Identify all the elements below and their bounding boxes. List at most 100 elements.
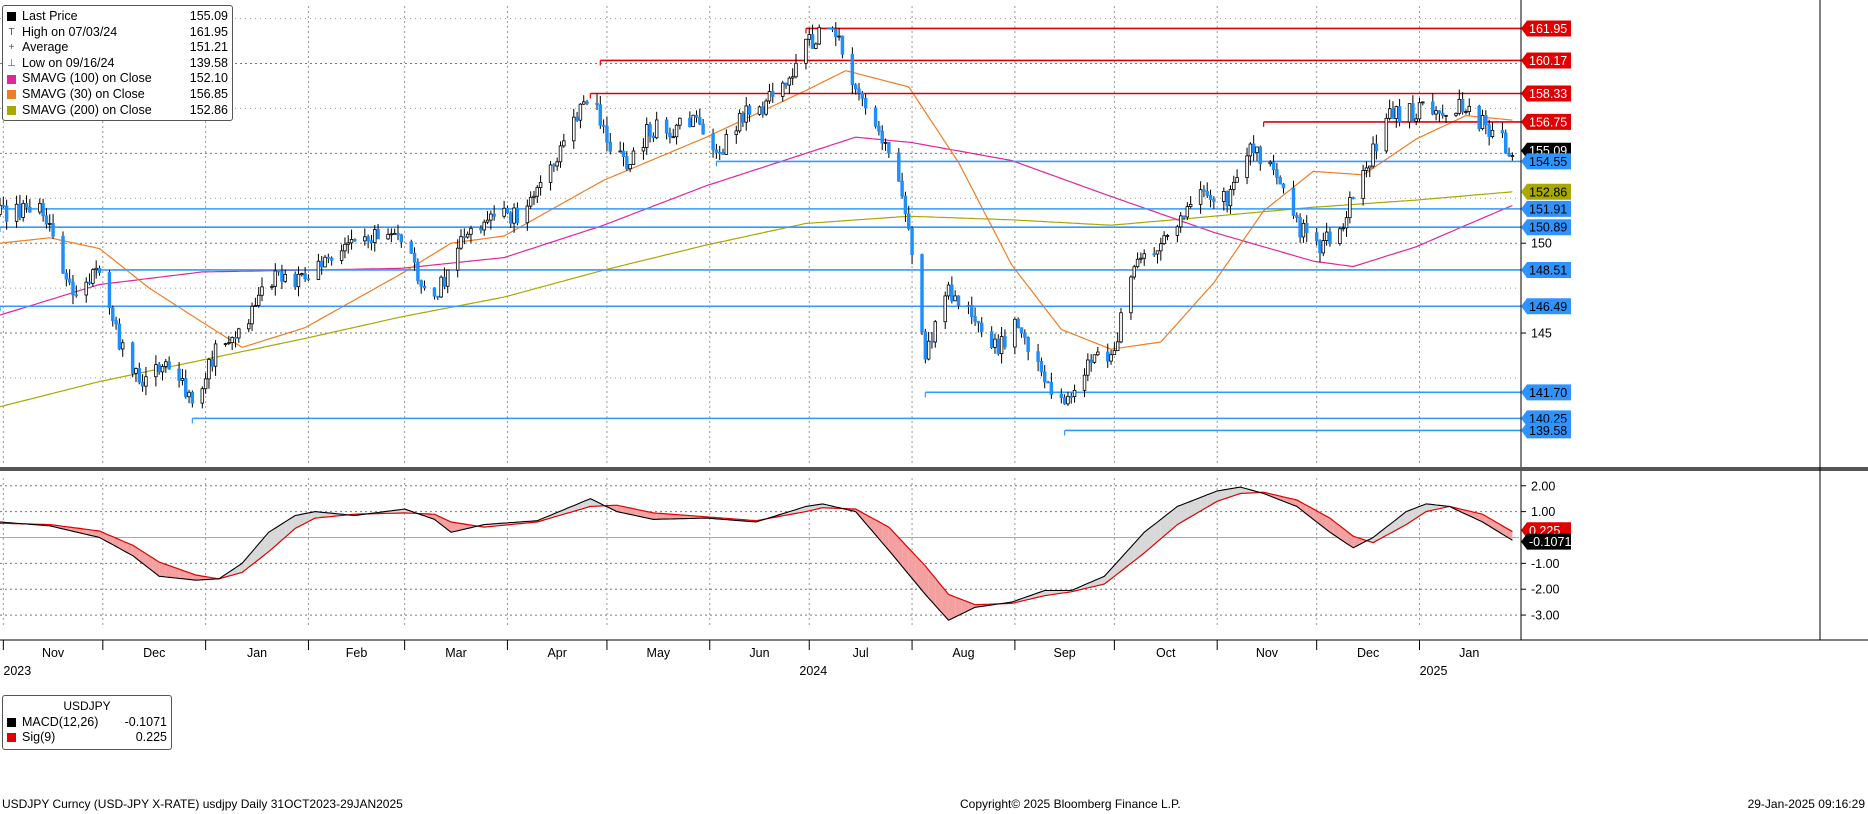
candle-body (989, 331, 994, 348)
candle-body (552, 164, 556, 167)
candle-body (276, 270, 281, 273)
candle-body (353, 239, 357, 242)
candle-body (1066, 395, 1070, 405)
candle-body (1202, 189, 1206, 192)
candle-body (1178, 215, 1183, 228)
legend-row: + Average 151.21 (7, 40, 228, 56)
level-value-tag-label: 148.51 (1529, 263, 1567, 277)
macd-histogram-fill (623, 506, 631, 515)
candle-body (91, 269, 95, 284)
candle-body (903, 195, 908, 215)
level-value-tag-shape (1521, 20, 1571, 37)
candle-body (1271, 161, 1276, 171)
candle-body (0, 204, 2, 215)
candle-body (817, 27, 821, 45)
level-value-tag-shape (1521, 200, 1571, 217)
candle-body (1321, 240, 1326, 254)
macd-histogram-fill (1180, 502, 1188, 523)
candle-body (64, 272, 69, 280)
macd-histogram-fill (451, 521, 458, 533)
candle-body (850, 53, 855, 86)
level-value-tag: 161.95 (1521, 20, 1571, 37)
candle-body (1142, 253, 1146, 259)
month-label: Jan (247, 646, 267, 660)
candle-body (1013, 318, 1017, 348)
macd-value-tag-label: -0.1071 (1529, 535, 1571, 549)
candle-body (538, 182, 543, 188)
legend-value: 161.95 (189, 24, 228, 39)
legend-value: 152.86 (189, 102, 228, 117)
macd-histogram-fill (955, 596, 962, 618)
footer-timestamp: 29-Jan-2025 09:16:29 (1747, 797, 1865, 811)
candle-body (900, 180, 904, 197)
candle-body (14, 203, 19, 222)
candle-body (1490, 129, 1495, 137)
macd-histogram-fill (179, 569, 186, 580)
candle-body (724, 134, 729, 155)
candle-body (436, 295, 440, 298)
candle-body (1281, 183, 1286, 189)
macd-histogram-fill (1160, 514, 1168, 539)
candle-body (167, 361, 171, 370)
candle-body (581, 101, 586, 105)
legend-marker-icon: T (8, 26, 15, 38)
candle-body (164, 361, 168, 367)
macd-histogram-fill (676, 514, 684, 519)
candle-body (930, 340, 934, 343)
month-label: Oct (1156, 646, 1176, 660)
legend-label: High on 07/03/24 (22, 24, 118, 39)
candle-body (207, 358, 211, 380)
legend-value: -0.1071 (124, 714, 167, 729)
footer-security-info: USDJPY Curncy (USD-JPY X-RATE) usdjpy Da… (2, 797, 403, 811)
macd-histogram-fill (1193, 497, 1201, 515)
candle-body (87, 281, 92, 284)
candle-body (512, 207, 516, 224)
candle-body (1467, 105, 1471, 112)
candle-body (555, 161, 559, 167)
macd-histogram-fill (616, 505, 624, 514)
candle-body (111, 307, 115, 321)
candle-body (1003, 336, 1007, 348)
candle-body (698, 116, 702, 125)
macd-histogram-fill (1479, 513, 1486, 524)
candle-body (323, 256, 327, 268)
level-value-tag-shape (1521, 261, 1571, 278)
level-value-tag-shape (1521, 422, 1571, 439)
legend-label: Last Price (22, 9, 78, 23)
panel-divider (0, 467, 1868, 471)
candle-body (883, 141, 888, 144)
candle-body (528, 196, 533, 207)
candle-body (227, 342, 231, 345)
level-value-tag: 158.33 (1521, 85, 1571, 102)
macd-histogram-fill (935, 578, 942, 613)
macd-histogram-fill (1373, 532, 1380, 543)
level-value-tag-label: 156.75 (1529, 115, 1567, 129)
candle-body (1232, 181, 1236, 190)
candle-body (256, 294, 261, 306)
macd-legend-row: MACD(12,26) -0.1071 (7, 715, 167, 731)
macd-histogram-fill (92, 530, 100, 538)
candle-body (535, 187, 540, 197)
legend-row: SMAVG (200) on Close 152.86 (7, 103, 228, 119)
candle-body (953, 295, 957, 302)
candle-body (1, 204, 6, 207)
macd-histogram-fill (948, 594, 956, 621)
candle-body (1487, 124, 1491, 137)
candle-body (38, 203, 42, 213)
macd-histogram-fill (636, 509, 644, 518)
time-axis: Nov Dec Jan Feb Mar Apr May Jun Jul Aug Sep Oct Nov D… (2, 640, 1479, 678)
level-value-tag-shape (1521, 52, 1571, 69)
macd-histogram-fill (1227, 488, 1234, 498)
candle-body (422, 285, 427, 289)
candle-body (1182, 215, 1186, 218)
macd-value-tag-shape (1521, 533, 1571, 550)
candle-body (814, 43, 818, 49)
macd-signal-line (0, 491, 1513, 606)
level-value-tag-label: 146.49 (1529, 300, 1567, 314)
legend-label: SMAVG (200) on Close (22, 102, 152, 117)
candle-body (316, 260, 321, 280)
candle-body (459, 236, 463, 249)
candle-body (1374, 143, 1379, 152)
candle-body (714, 149, 719, 153)
